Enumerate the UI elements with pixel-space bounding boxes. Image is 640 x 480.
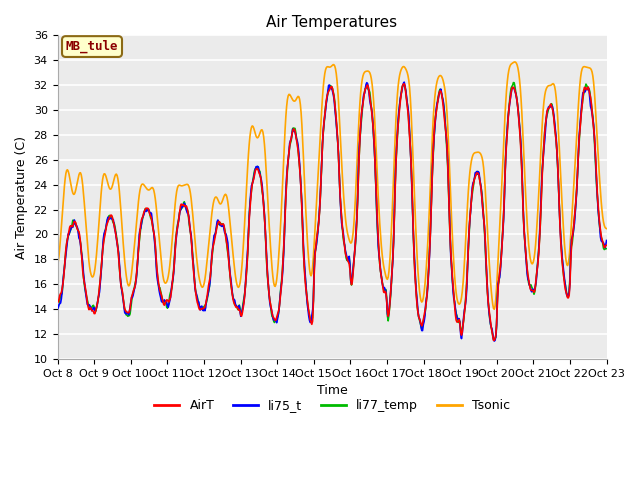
Legend: AirT, li75_t, li77_temp, Tsonic: AirT, li75_t, li77_temp, Tsonic: [149, 395, 515, 418]
X-axis label: Time: Time: [317, 384, 348, 397]
Text: MB_tule: MB_tule: [66, 40, 118, 53]
Title: Air Temperatures: Air Temperatures: [266, 15, 397, 30]
Y-axis label: Air Temperature (C): Air Temperature (C): [15, 136, 28, 259]
